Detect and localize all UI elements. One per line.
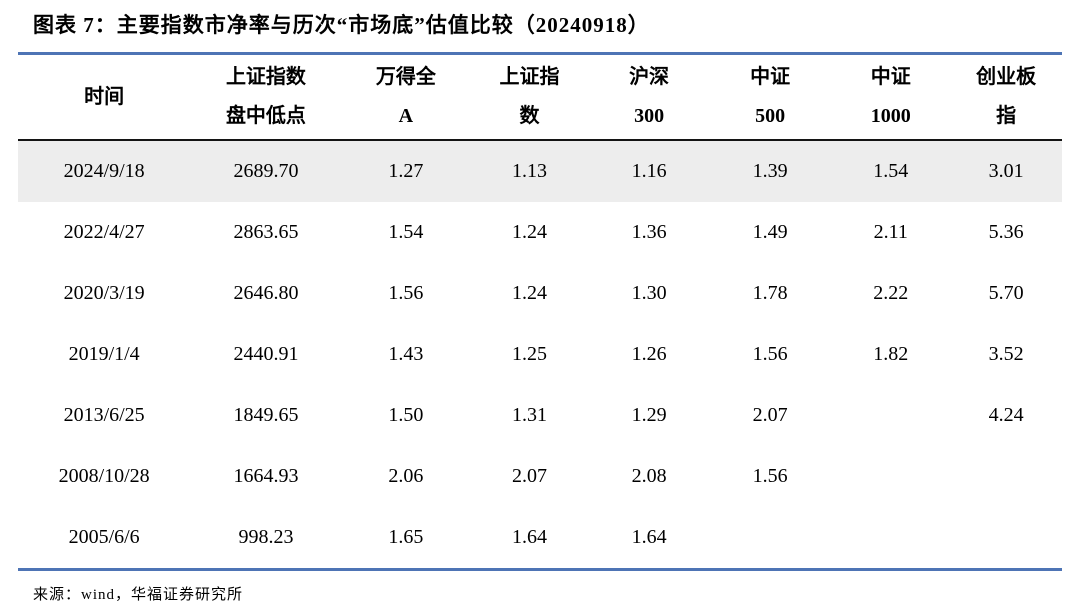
cell-date: 2005/6/6 <box>68 526 140 548</box>
cell-value: 1.43 <box>388 343 424 365</box>
cell-value <box>831 385 950 446</box>
table-body: 2024/9/18 2689.70 1.27 1.13 1.16 1.39 1.… <box>18 140 1062 568</box>
table-header: 时间 上证指数 盘中低点 万得全 A 上证指 数 <box>18 55 1062 141</box>
cell-value: 1.56 <box>752 465 788 487</box>
cell-value: 2.22 <box>873 282 909 304</box>
cell-value <box>831 507 950 568</box>
cell-value: 1.31 <box>512 404 548 426</box>
figure-title: 图表 7：主要指数市净率与历次“市场底”估值比较（20240918） <box>33 13 650 37</box>
table-row-2013-6-25: 2013/6/25 1849.65 1.50 1.31 1.29 2.07 4.… <box>18 385 1062 446</box>
cell-value: 1.54 <box>388 221 424 243</box>
header-line: 盘中低点 <box>225 105 306 127</box>
cell-value: 2.08 <box>631 465 667 487</box>
cell-value: 5.36 <box>988 221 1024 243</box>
header-line: 指 <box>996 105 1017 127</box>
table-row-2005-6-6: 2005/6/6 998.23 1.65 1.64 1.64 <box>18 507 1062 568</box>
cell-value: 2.06 <box>388 465 424 487</box>
col-header-time: 时间 <box>18 55 191 141</box>
header-line: 中证 <box>870 66 911 88</box>
cell-value: 2646.80 <box>233 282 299 304</box>
cell-value <box>950 507 1062 568</box>
cell-value: 1.27 <box>388 160 424 182</box>
cell-value: 2689.70 <box>233 160 299 182</box>
table-row-2022-4-27: 2022/4/27 2863.65 1.54 1.24 1.36 1.49 2.… <box>18 202 1062 263</box>
cell-value: 1.24 <box>512 221 548 243</box>
cell-value: 3.52 <box>988 343 1024 365</box>
source-note: 来源：wind，华福证券研究所 <box>33 587 244 603</box>
cell-value: 1.54 <box>873 160 909 182</box>
header-line: 1000 <box>870 105 911 127</box>
header-line: 上证指数 <box>225 66 306 88</box>
header-line: 中证 <box>750 66 791 88</box>
cell-value: 1.25 <box>512 343 548 365</box>
header-line: 300 <box>634 105 665 127</box>
header-line: 数 <box>519 105 540 127</box>
cell-value: 1.36 <box>631 221 667 243</box>
cell-value: 3.01 <box>988 160 1024 182</box>
valuation-table: 时间 上证指数 盘中低点 万得全 A 上证指 数 <box>18 55 1062 568</box>
table-row-2019-1-4: 2019/1/4 2440.91 1.43 1.25 1.26 1.56 1.8… <box>18 324 1062 385</box>
col-header-chinext: 创业板 指 <box>950 55 1062 141</box>
cell-value: 2.07 <box>512 465 548 487</box>
cell-date: 2022/4/27 <box>63 221 145 243</box>
cell-value: 1.26 <box>631 343 667 365</box>
table-row-2020-3-19: 2020/3/19 2646.80 1.56 1.24 1.30 1.78 2.… <box>18 263 1062 324</box>
col-header-sse-intraday-low: 上证指数 盘中低点 <box>190 55 342 141</box>
cell-date: 2020/3/19 <box>63 282 145 304</box>
cell-value: 5.70 <box>988 282 1024 304</box>
cell-value: 1.56 <box>752 343 788 365</box>
cell-value: 1.24 <box>512 282 548 304</box>
valuation-table-frame: 时间 上证指数 盘中低点 万得全 A 上证指 数 <box>18 52 1062 571</box>
header-line: 上证指 <box>499 66 560 88</box>
cell-value <box>709 507 831 568</box>
cell-value: 1.64 <box>512 526 548 548</box>
cell-value <box>950 446 1062 507</box>
col-header-csi-300: 沪深 300 <box>589 55 710 141</box>
cell-value: 1.49 <box>752 221 788 243</box>
header-line: 沪深 <box>629 66 670 88</box>
col-header-csi-500: 中证 500 <box>709 55 832 141</box>
cell-value: 2440.91 <box>233 343 299 365</box>
cell-value: 1.78 <box>752 282 788 304</box>
cell-value: 1664.93 <box>233 465 299 487</box>
cell-value: 1.39 <box>752 160 788 182</box>
cell-value: 4.24 <box>988 404 1024 426</box>
cell-value: 998.23 <box>238 526 294 548</box>
cell-value <box>831 446 950 507</box>
header-line: 创业板 <box>976 66 1037 88</box>
header-line: 时间 <box>84 85 125 108</box>
cell-value: 1.65 <box>388 526 424 548</box>
cell-value: 1.16 <box>631 160 667 182</box>
cell-value: 1849.65 <box>233 404 299 426</box>
header-line: 500 <box>755 105 786 127</box>
col-header-sse-index: 上证指 数 <box>470 55 590 141</box>
cell-value: 1.13 <box>512 160 548 182</box>
table-row-2008-10-28: 2008/10/28 1664.93 2.06 2.07 2.08 1.56 <box>18 446 1062 507</box>
cell-value: 1.64 <box>631 526 667 548</box>
cell-value: 2.07 <box>752 404 788 426</box>
cell-value: 2863.65 <box>233 221 299 243</box>
header-row: 时间 上证指数 盘中低点 万得全 A 上证指 数 <box>18 55 1062 141</box>
col-header-csi-1000: 中证 1000 <box>831 55 951 141</box>
cell-value: 1.30 <box>631 282 667 304</box>
cell-value: 1.56 <box>388 282 424 304</box>
cell-date: 2013/6/25 <box>63 404 145 426</box>
cell-date: 2024/9/18 <box>63 160 145 182</box>
header-line: 万得全 <box>375 66 436 88</box>
cell-value: 2.11 <box>873 221 908 243</box>
table-row-2024-9-18: 2024/9/18 2689.70 1.27 1.13 1.16 1.39 1.… <box>18 140 1062 202</box>
cell-value: 1.29 <box>631 404 667 426</box>
header-line: A <box>398 105 414 127</box>
cell-date: 2019/1/4 <box>68 343 140 365</box>
cell-date: 2008/10/28 <box>58 465 150 487</box>
cell-value: 1.50 <box>388 404 424 426</box>
cell-value: 1.82 <box>873 343 909 365</box>
col-header-wind-all-a: 万得全 A <box>341 55 471 141</box>
